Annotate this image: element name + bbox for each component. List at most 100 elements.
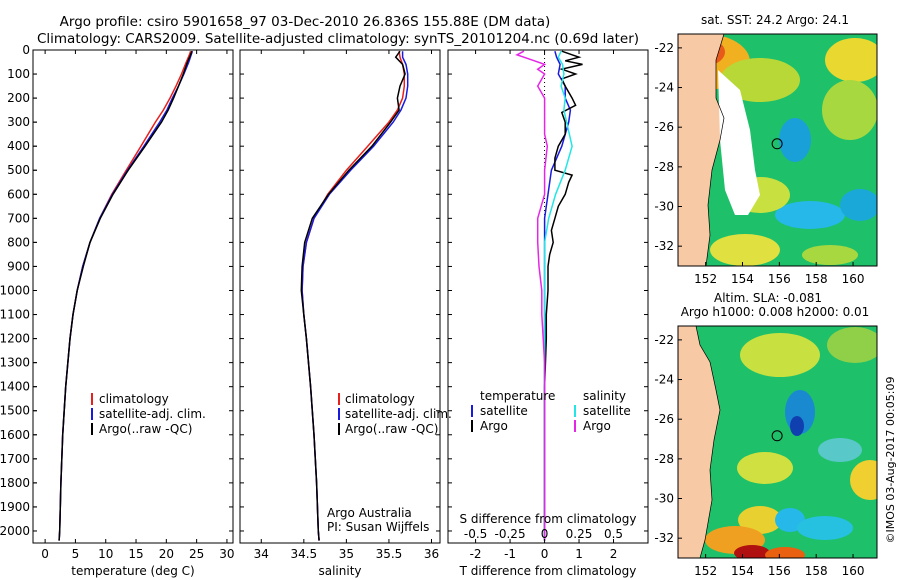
series-line-temperature-argo [543,50,583,541]
x-tick-label: 15 [128,547,143,561]
y-tick-label: 700 [7,211,30,225]
imos-credit: ©IMOS 03-Aug-2017 00:05:09 [884,377,897,544]
difference-series-group [515,50,583,543]
y-tick-label: 400 [7,139,30,153]
temperature-legend: climatology satellite-adj. clim. Argo(..… [91,392,206,436]
y-tick-label: 0 [22,43,30,57]
pi-annotation: PI: Susan Wijffels [327,520,429,534]
sst-map-axis: 152 154 156 158 160 -22 -24 -26 -28 -30 -32 [654,41,864,286]
salinity-plot-frame [239,49,441,544]
x-tick-label: 36 [424,547,439,561]
map-x-tick-label: 154 [731,564,754,578]
s-tick-label: 0.25 [566,527,593,541]
y-tick-label: 1800 [0,476,30,490]
map-x-tick-label: 160 [842,272,865,286]
salinity-series-group [300,50,409,541]
difference-legend: temperature satellite Argo salinity sate… [471,389,631,433]
legend-label-satellite: satellite-adj. clim. [99,407,206,421]
y-tick-label: 1900 [0,500,30,514]
y-tick-label: 200 [7,91,30,105]
x-tick-label: 34.5 [290,547,317,561]
map-y-tick-label: -28 [654,160,674,174]
legend-title-salinity: salinity [583,389,626,403]
x-tick-label: 20 [159,547,174,561]
x-tick-label: 35.5 [376,547,403,561]
map-y-tick-label: -30 [654,492,674,506]
s-tick-label: 0.5 [604,527,623,541]
map-y-tick-label: -26 [654,412,674,426]
legend-label-s-argo: Argo [583,419,611,433]
y-tick-label: 300 [7,115,30,129]
map-y-tick-label: -32 [654,531,674,545]
sst-map-frame [677,33,878,267]
temperature-xlabel: temperature (deg C) [71,564,194,578]
sst-map-title: sat. SST: 24.2 Argo: 24.1 [701,13,849,27]
x-tick-label: 35 [339,547,354,561]
y-tick-label: 1100 [0,308,30,322]
map-y-tick-label: -30 [654,200,674,214]
salinity-axis: 34 34.5 35 35.5 36 [240,49,440,561]
map-x-tick-label: 160 [842,564,865,578]
map-x-tick-label: 152 [694,272,717,286]
sla-map-title-line1: Altim. SLA: -0.081 [714,291,822,305]
x-tick-label: -1 [504,547,516,561]
sla-map-title-line2: Argo h1000: 0.008 h2000: 0.01 [681,305,870,319]
s-tick-label: -0.5 [464,527,487,541]
temperature-series-group [58,50,194,541]
x-tick-label: 34 [254,547,269,561]
legend-label-t-satellite: satellite [480,404,528,418]
x-tick-label: 1 [575,547,583,561]
legend-label-t-argo: Argo [480,419,508,433]
y-tick-label: 1600 [0,428,30,442]
legend-label-argo: Argo(..raw -QC) [345,422,438,436]
x-tick-label: -2 [470,547,482,561]
y-tick-label: 1500 [0,404,30,418]
x-tick-label: 25 [189,547,204,561]
map-y-tick-label: -32 [654,239,674,253]
map-x-tick-label: 158 [805,564,828,578]
legend-label-s-satellite: satellite [583,404,631,418]
difference-xlabel: T difference from climatology [459,564,637,578]
sla-map-image [678,326,877,558]
x-tick-label: 2 [610,547,618,561]
map-y-tick-label: -28 [654,452,674,466]
argo-australia-annotation: Argo Australia [327,506,412,520]
series-line-salinity-argo [515,50,549,541]
map-x-tick-label: 156 [768,564,791,578]
y-tick-label: 500 [7,163,30,177]
figure-title-line1: Argo profile: csiro 5901658_97 03-Dec-20… [60,14,551,30]
map-y-tick-label: -26 [654,120,674,134]
y-tick-label: 2000 [0,524,30,538]
y-tick-label: 600 [7,187,30,201]
difference-axis: -2 -1 0 1 2 -0.5 -0.25 0 0.25 0.5 [448,49,648,561]
y-tick-label: 1000 [0,283,30,297]
map-x-tick-label: 156 [768,272,791,286]
s-tick-label: -0.25 [495,527,526,541]
depth-axis: 0 100 200 300 400 500 600 700 800 900 1000 1100 1200… [0,43,37,538]
sla-map-axis: 152 154 156 158 160 -22 -24 -26 -28 -30 -32 [654,333,864,578]
map-y-tick-label: -24 [654,81,674,95]
x-tick-label: 5 [72,547,80,561]
x-tick-label: 0 [541,547,549,561]
series-line-argo-raw-qc- [58,50,193,541]
y-tick-label: 100 [7,67,30,81]
map-y-tick-label: -24 [654,373,674,387]
y-tick-label: 1200 [0,332,30,346]
map-x-tick-label: 158 [805,272,828,286]
x-tick-label: 0 [41,547,49,561]
map-y-tick-label: -22 [654,41,674,55]
x-tick-label: 30 [219,547,234,561]
y-tick-label: 1300 [0,356,30,370]
map-x-tick-label: 152 [694,564,717,578]
temperature-axis: 0 5 10 15 20 25 30 [33,49,235,561]
s-tick-label: 0 [541,527,549,541]
legend-label-climatology: climatology [345,392,415,406]
y-tick-label: 1700 [0,452,30,466]
figure-title-line2: Climatology: CARS2009. Satellite-adjuste… [37,31,639,47]
legend-label-satellite: satellite-adj. clim. [345,407,452,421]
sla-profile-location-marker [771,430,783,442]
temperature-plot-frame [32,49,234,544]
legend-label-argo: Argo(..raw -QC) [99,422,192,436]
sst-profile-location-marker [771,138,783,150]
